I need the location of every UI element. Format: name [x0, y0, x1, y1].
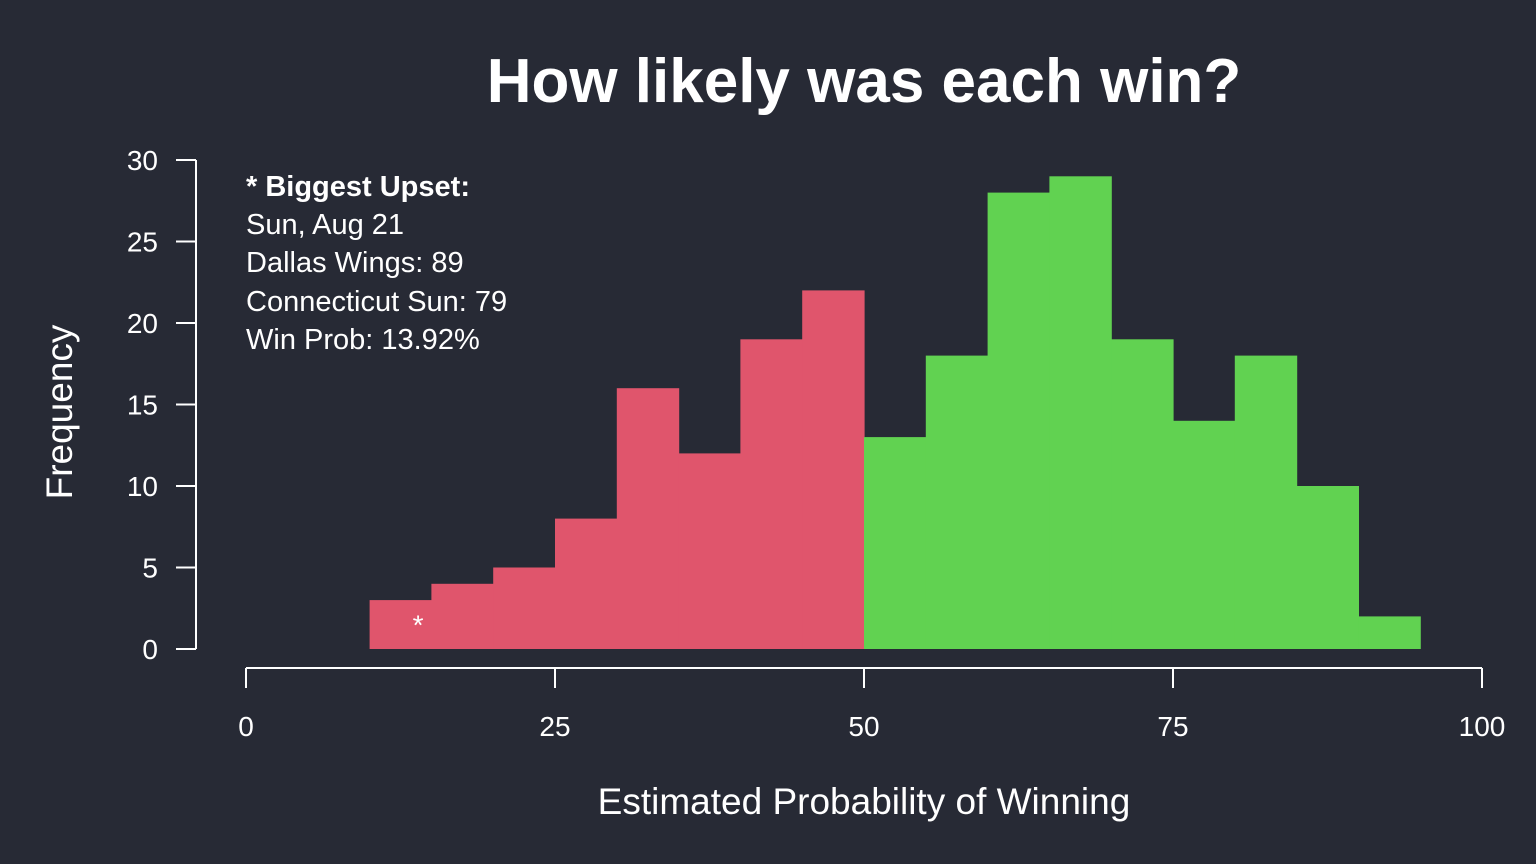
y-tick-label: 5	[142, 553, 158, 584]
upset-annotation: * Biggest Upset: Sun, Aug 21 Dallas Wing…	[246, 171, 507, 356]
y-tick-label: 20	[127, 308, 158, 339]
y-tick-label: 30	[127, 145, 158, 176]
annotation-date: Sun, Aug 21	[246, 209, 404, 241]
histogram-bar	[493, 567, 556, 649]
histogram-bar	[678, 453, 741, 649]
y-axis: 0 5 10 15 20 25 30	[127, 145, 197, 665]
x-axis: 0 25 50 75 100	[238, 667, 1506, 742]
histogram-bar	[616, 388, 680, 649]
histogram-bar	[1049, 176, 1112, 650]
x-tick-label: 0	[238, 711, 254, 742]
x-tick-label: 25	[539, 711, 570, 742]
annotation-team-1: Dallas Wings: 89	[246, 247, 464, 279]
histogram-bar	[925, 355, 989, 649]
histogram-bar	[1234, 355, 1298, 649]
x-tick-label: 75	[1157, 711, 1188, 742]
biggest-upset-marker: *	[413, 609, 424, 640]
x-tick-label: 50	[848, 711, 879, 742]
histogram-bar	[864, 437, 927, 649]
annotation-heading: * Biggest Upset:	[246, 171, 470, 203]
histogram-bar	[1358, 616, 1421, 649]
histogram-bar	[1173, 420, 1236, 649]
y-tick-label: 0	[142, 634, 158, 665]
y-tick-label: 10	[127, 471, 158, 502]
y-tick-label: 15	[127, 390, 158, 421]
y-axis-label: Frequency	[39, 324, 80, 499]
histogram-bar	[431, 583, 494, 649]
histogram-bar	[740, 339, 803, 649]
histogram-bar	[987, 192, 1050, 649]
x-tick-label: 100	[1459, 711, 1506, 742]
chart-title: How likely was each win?	[487, 47, 1242, 116]
histogram-bar	[1111, 339, 1174, 649]
histogram-bar	[555, 518, 618, 649]
y-tick-label: 25	[127, 227, 158, 258]
histogram-bar	[369, 600, 432, 649]
histogram-bar	[802, 290, 865, 649]
bars-group	[369, 176, 1421, 650]
annotation-win-prob: Win Prob: 13.92%	[246, 324, 480, 356]
x-axis-label: Estimated Probability of Winning	[598, 781, 1131, 822]
histogram-bar	[1296, 486, 1359, 649]
annotation-team-2: Connecticut Sun: 79	[246, 286, 507, 318]
